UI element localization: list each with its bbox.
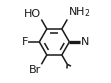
Text: N: N <box>80 37 89 47</box>
Text: F: F <box>22 37 28 47</box>
Text: HO: HO <box>24 9 41 19</box>
Text: Br: Br <box>29 65 41 75</box>
Text: NH$_2$: NH$_2$ <box>68 5 90 19</box>
